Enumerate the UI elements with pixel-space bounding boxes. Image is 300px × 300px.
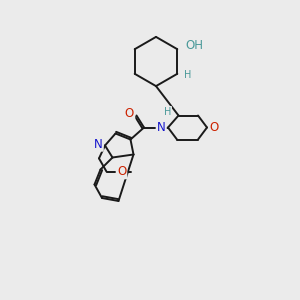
Text: H: H bbox=[184, 70, 191, 80]
Text: O: O bbox=[209, 121, 219, 134]
Text: O: O bbox=[117, 165, 126, 178]
Text: N: N bbox=[94, 137, 103, 151]
Text: N: N bbox=[157, 121, 166, 134]
Text: OH: OH bbox=[186, 39, 204, 52]
Text: O: O bbox=[125, 106, 134, 120]
Text: H: H bbox=[164, 107, 171, 117]
